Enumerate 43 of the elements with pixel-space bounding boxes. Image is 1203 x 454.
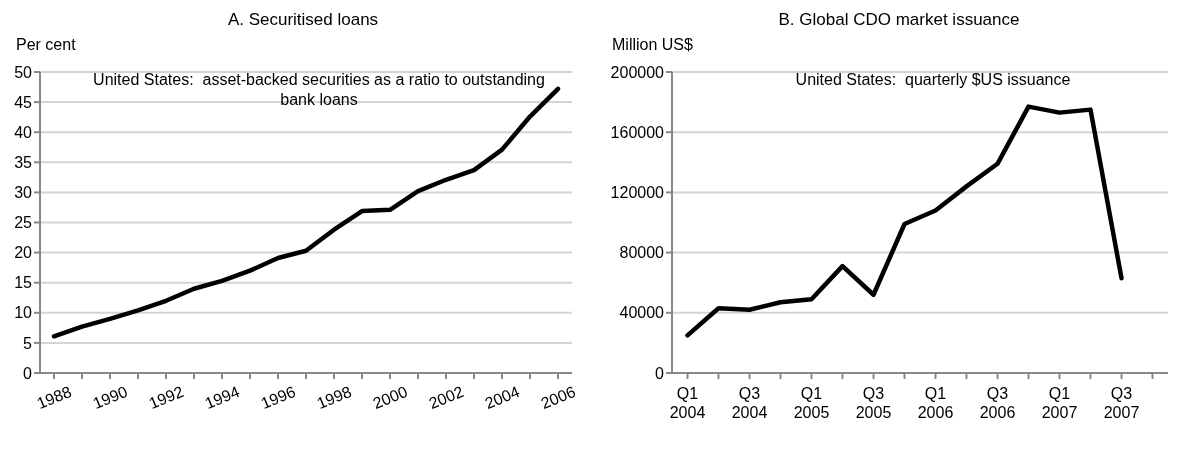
x-tick-label: 1996 — [258, 382, 298, 413]
x-tick-label: 1988 — [34, 382, 74, 413]
y-tick-label: 0 — [655, 364, 665, 382]
x-tick-label: 2006 — [538, 382, 578, 413]
annotation: United States: quarterly $US issuance — [794, 70, 1072, 90]
line-series — [685, 104, 1124, 338]
y-tick-label: 0 — [23, 364, 33, 382]
x-tick-label: 1998 — [314, 382, 354, 413]
y-tick-label: 35 — [14, 153, 33, 171]
x-tick-label: Q1 2004 — [669, 385, 706, 421]
line-series — [51, 86, 561, 339]
x-tick-label: 1994 — [202, 382, 242, 413]
x-tick-label: Q3 2004 — [731, 385, 768, 421]
y-tick-label: 10 — [14, 304, 33, 322]
annotation: United States: asset-backed securities as a ratio to outstanding bank loans — [92, 70, 546, 110]
y-tick-label: 15 — [14, 274, 33, 292]
y-tick-label: 120000 — [610, 184, 665, 202]
x-tick-label: Q1 2005 — [793, 385, 830, 421]
x-tick-label: Q1 2006 — [917, 385, 954, 421]
y-tick-label: 45 — [14, 93, 33, 111]
y-tick-label: 40 — [14, 123, 33, 141]
y-axis-title: Million US$ — [612, 36, 693, 54]
y-tick-label: 40000 — [619, 304, 665, 322]
chart-title: A. Securitised loans — [226, 9, 380, 31]
y-tick-label: 20 — [14, 244, 33, 262]
chart-title: B. Global CDO market issuance — [777, 9, 1021, 31]
x-tick-label: 2000 — [370, 382, 410, 413]
y-tick-label: 25 — [14, 214, 33, 232]
y-tick-label: 5 — [23, 334, 33, 352]
y-tick-label: 50 — [14, 63, 33, 81]
x-tick-label: Q3 2006 — [979, 385, 1016, 421]
y-tick-label: 200000 — [610, 63, 665, 81]
x-tick-label: Q1 2007 — [1041, 385, 1078, 421]
x-tick-label: 1992 — [146, 382, 186, 413]
y-tick-label: 80000 — [619, 244, 665, 262]
y-tick-label: 30 — [14, 184, 33, 202]
x-tick-label: 2002 — [426, 382, 466, 413]
y-axis-title: Per cent — [16, 36, 76, 54]
y-tick-label: 160000 — [610, 123, 665, 141]
x-tick-label: Q3 2005 — [855, 385, 892, 421]
x-tick-label: 1990 — [90, 382, 130, 413]
x-tick-label: Q3 2007 — [1103, 385, 1140, 421]
x-tick-label: 2004 — [482, 382, 522, 413]
